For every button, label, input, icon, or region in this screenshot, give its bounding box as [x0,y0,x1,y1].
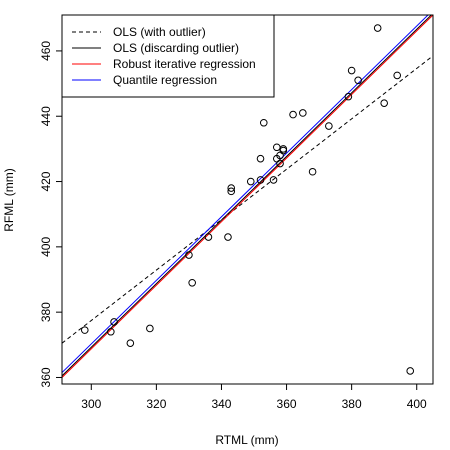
y-tick-label: 400 [39,237,53,257]
x-axis-title: RTML (mm) [215,433,278,447]
data-point [299,109,307,117]
data-points [80,24,415,375]
data-point [227,187,236,196]
x-tick-label: 360 [277,397,297,411]
regression-lines [62,15,433,378]
data-point [347,66,356,75]
legend: OLS (with outlier) OLS (discarding outlie… [61,14,275,98]
data-point [308,167,317,176]
legend-label: Quantile regression [113,73,217,87]
data-point [256,154,265,163]
x-tick-label: 340 [211,397,231,411]
regression-line-3 [62,15,433,378]
data-point [325,122,333,130]
x-tick-label: 400 [407,397,427,411]
data-point [354,76,362,85]
regression-line-2 [62,15,433,377]
data-point [344,92,353,101]
data-point [224,233,232,241]
data-point [276,159,284,168]
x-tick-label: 320 [146,397,166,411]
data-point [185,251,193,259]
data-point [256,176,265,184]
legend-label: Robust iterative regression [113,57,256,71]
data-point [259,118,268,127]
x-tick-label: 300 [81,397,101,411]
x-tick-label: 380 [342,397,362,411]
data-point [269,176,278,184]
y-tick-label: 460 [39,41,53,61]
data-point [204,233,213,241]
data-point [246,177,255,186]
data-point [279,146,288,155]
y-axis: 360 380 400 420 440 460 [39,41,62,387]
data-point [227,184,236,192]
legend-box [61,14,275,98]
x-axis: 300 320 340 360 380 400 [81,384,427,411]
data-point [126,339,135,347]
y-tick-label: 440 [39,106,53,126]
legend-label: OLS (with outlier) [113,25,206,39]
regression-line-1 [62,55,433,344]
y-axis-title: RFML (mm) [2,168,16,232]
y-tick-label: 380 [39,302,53,322]
data-point [188,278,196,287]
y-tick-label: 360 [39,367,53,387]
data-point [107,327,115,336]
data-point [289,110,297,119]
data-point [80,326,89,334]
regression-line-4 [62,15,429,373]
data-point [406,367,415,375]
y-tick-label: 420 [39,171,53,191]
data-point [146,324,154,333]
legend-label: OLS (discarding outlier) [113,41,239,55]
data-point [110,318,118,326]
data-point [380,99,388,107]
data-point [373,24,382,32]
data-point [272,143,281,152]
data-point [393,71,402,80]
